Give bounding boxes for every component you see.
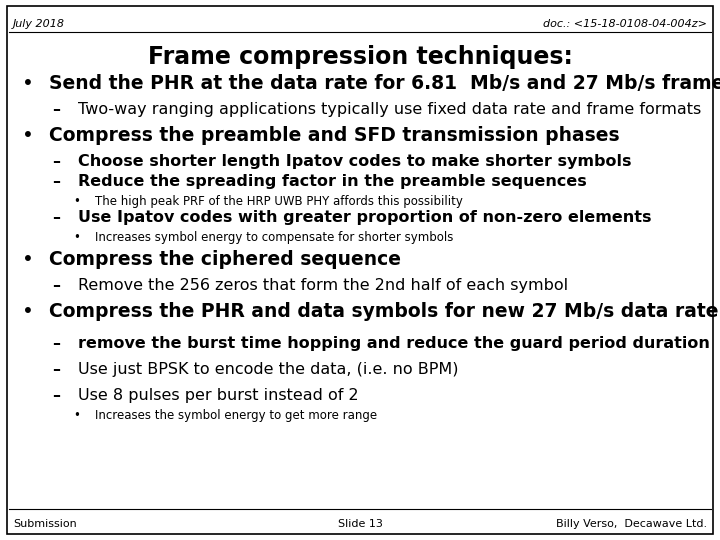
Text: –: – [52, 336, 60, 351]
Text: •: • [22, 74, 33, 93]
Text: –: – [52, 210, 60, 225]
Text: –: – [52, 278, 60, 293]
Text: Two-way ranging applications typically use fixed data rate and frame formats: Two-way ranging applications typically u… [78, 102, 701, 117]
Text: Compress the ciphered sequence: Compress the ciphered sequence [49, 250, 401, 269]
Text: •: • [22, 302, 33, 321]
Text: remove the burst time hopping and reduce the guard period duration: remove the burst time hopping and reduce… [78, 336, 710, 351]
Text: Billy Verso,  Decawave Ltd.: Billy Verso, Decawave Ltd. [556, 519, 707, 529]
Text: –: – [52, 174, 60, 189]
Text: July 2018: July 2018 [13, 19, 65, 29]
Text: –: – [52, 154, 60, 169]
Text: Compress the preamble and SFD transmission phases: Compress the preamble and SFD transmissi… [49, 126, 620, 145]
Text: Use Ipatov codes with greater proportion of non-zero elements: Use Ipatov codes with greater proportion… [78, 210, 652, 225]
Text: •: • [22, 126, 33, 145]
Text: Slide 13: Slide 13 [338, 519, 382, 529]
Text: –: – [52, 388, 60, 403]
Text: •: • [73, 231, 81, 244]
Text: Increases symbol energy to compensate for shorter symbols: Increases symbol energy to compensate fo… [95, 231, 454, 244]
Text: •: • [22, 250, 33, 269]
Text: Compress the PHR and data symbols for new 27 Mb/s data rate: Compress the PHR and data symbols for ne… [49, 302, 719, 321]
Text: Reduce the spreading factor in the preamble sequences: Reduce the spreading factor in the pream… [78, 174, 587, 189]
Text: •: • [73, 195, 81, 208]
Text: Increases the symbol energy to get more range: Increases the symbol energy to get more … [95, 409, 377, 422]
Text: Use 8 pulses per burst instead of 2: Use 8 pulses per burst instead of 2 [78, 388, 359, 403]
Text: Send the PHR at the data rate for 6.81  Mb/s and 27 Mb/s frames: Send the PHR at the data rate for 6.81 M… [49, 74, 720, 93]
Text: The high peak PRF of the HRP UWB PHY affords this possibility: The high peak PRF of the HRP UWB PHY aff… [95, 195, 463, 208]
Text: Use just BPSK to encode the data, (i.e. no BPM): Use just BPSK to encode the data, (i.e. … [78, 362, 458, 377]
Text: •: • [73, 409, 81, 422]
Text: Submission: Submission [13, 519, 77, 529]
Text: Choose shorter length Ipatov codes to make shorter symbols: Choose shorter length Ipatov codes to ma… [78, 154, 631, 169]
Text: Frame compression techniques:: Frame compression techniques: [148, 45, 572, 69]
Text: –: – [52, 102, 60, 117]
Text: –: – [52, 362, 60, 377]
Text: doc.: <15-18-0108-04-004z>: doc.: <15-18-0108-04-004z> [543, 19, 707, 29]
Text: Remove the 256 zeros that form the 2nd half of each symbol: Remove the 256 zeros that form the 2nd h… [78, 278, 568, 293]
